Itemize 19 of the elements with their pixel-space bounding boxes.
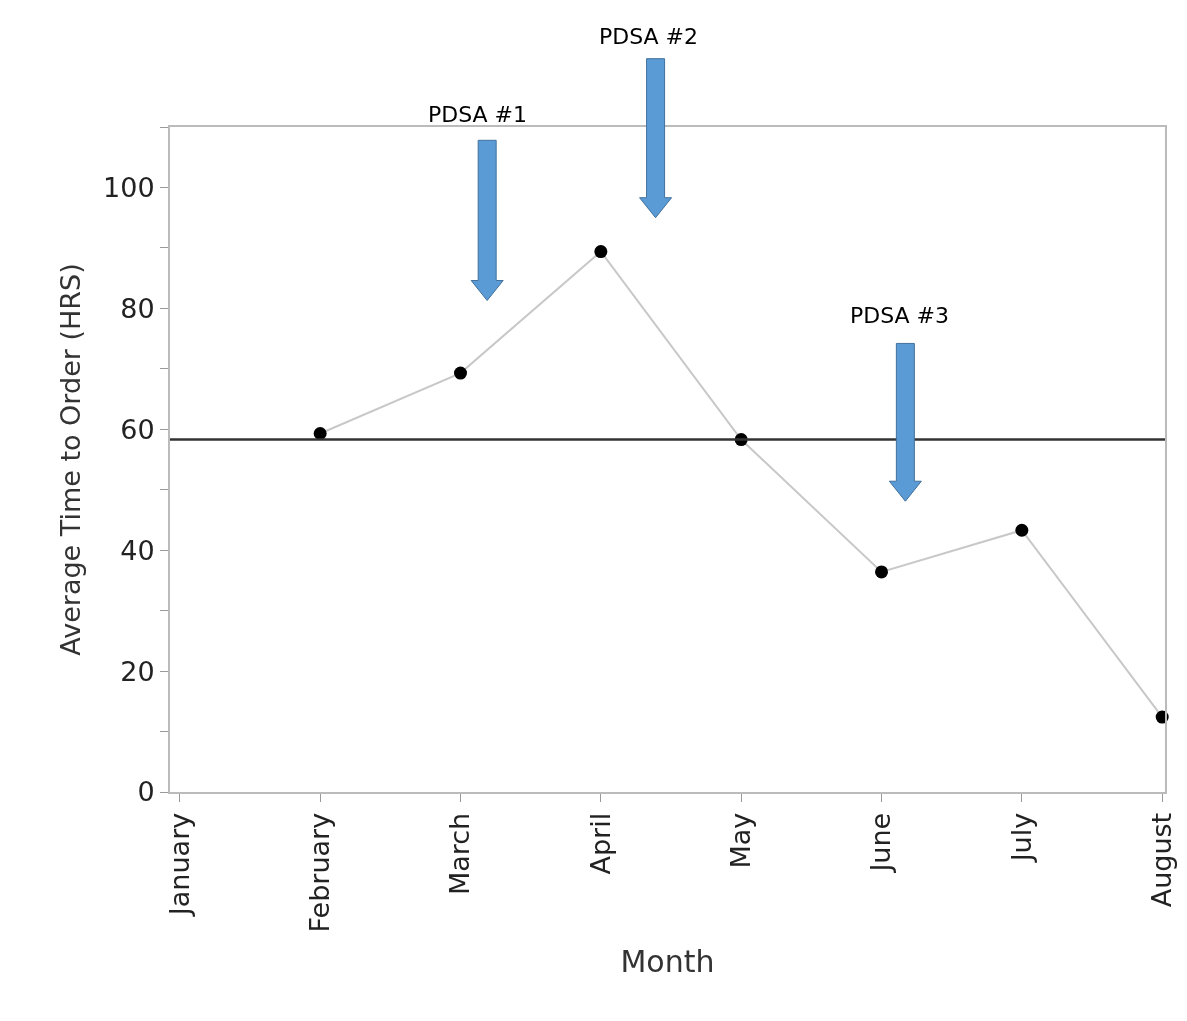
y-tick-label: 80	[120, 292, 155, 324]
x-axis-title: Month	[620, 944, 715, 980]
x-tick-label: May	[724, 812, 756, 869]
annotation: PDSA #1	[428, 102, 528, 127]
x-tick-label: April	[584, 812, 616, 875]
x-tick-label: January	[163, 812, 195, 918]
y-tick-label: 60	[120, 413, 155, 445]
x-tick-label: August	[1145, 812, 1177, 908]
annotation: PDSA #3	[850, 303, 950, 328]
y-axis-title: Average Time to Order (HRS)	[54, 263, 86, 656]
y-tick-label: 100	[103, 171, 155, 203]
y-tick-label: 20	[120, 655, 155, 687]
x-tick-label: July	[1005, 812, 1037, 864]
x-tick-label: June	[865, 812, 897, 874]
text: PDSA #2	[599, 24, 699, 49]
y-tick-label: 40	[120, 534, 155, 566]
y-tick-label: 0	[137, 776, 155, 808]
x-tick-label: February	[303, 812, 335, 933]
x-tick-label: March	[444, 812, 476, 896]
